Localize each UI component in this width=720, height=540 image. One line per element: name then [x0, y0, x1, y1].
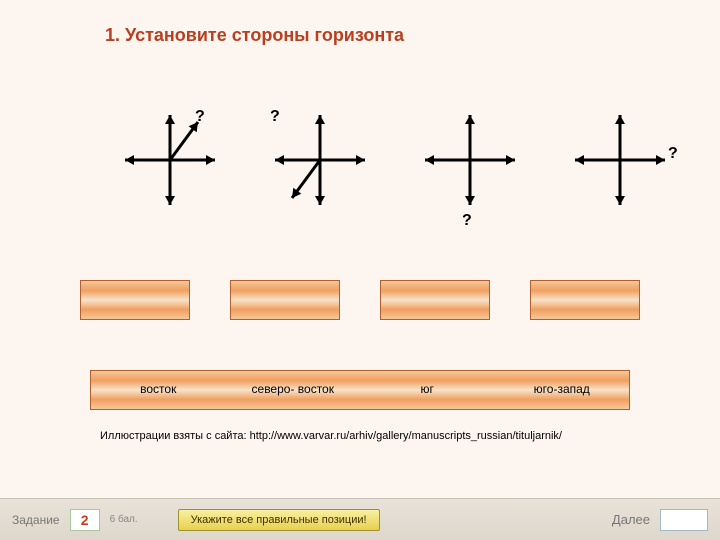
- dropzone[interactable]: [80, 280, 190, 320]
- question-title: 1. Установите стороны горизонта: [105, 25, 404, 46]
- compass-diagram: ?: [100, 90, 240, 230]
- dropzone-row: [0, 280, 720, 330]
- next-button[interactable]: [660, 509, 708, 531]
- compass-diagram: ?: [550, 90, 690, 230]
- answer-option[interactable]: юг: [360, 371, 495, 409]
- question-mark: ?: [270, 108, 280, 126]
- image-credit: Иллюстрации взяты с сайта: http://www.va…: [100, 430, 562, 442]
- answer-option[interactable]: юго-запад: [495, 371, 630, 409]
- dropzone[interactable]: [530, 280, 640, 320]
- task-score: 6 бал.: [110, 514, 138, 525]
- answer-option[interactable]: восток: [91, 371, 226, 409]
- task-label: Задание: [12, 513, 60, 527]
- question-mark: ?: [462, 212, 472, 230]
- compass-diagram: ?: [250, 90, 390, 230]
- question-mark: ?: [668, 145, 678, 163]
- hint-button[interactable]: Укажите все правильные позиции!: [178, 509, 380, 531]
- compass-row: ? ? ? ?: [0, 90, 720, 240]
- compass-diagram: ?: [400, 90, 540, 230]
- question-mark: ?: [195, 108, 205, 126]
- answer-bank: восток северо- восток юг юго-запад: [90, 370, 630, 410]
- dropzone[interactable]: [380, 280, 490, 320]
- answer-option[interactable]: северо- восток: [226, 371, 361, 409]
- dropzone[interactable]: [230, 280, 340, 320]
- footer-bar: Задание 2 6 бал. Укажите все правильные …: [0, 498, 720, 540]
- next-label: Далее: [612, 512, 650, 527]
- task-number: 2: [70, 509, 100, 531]
